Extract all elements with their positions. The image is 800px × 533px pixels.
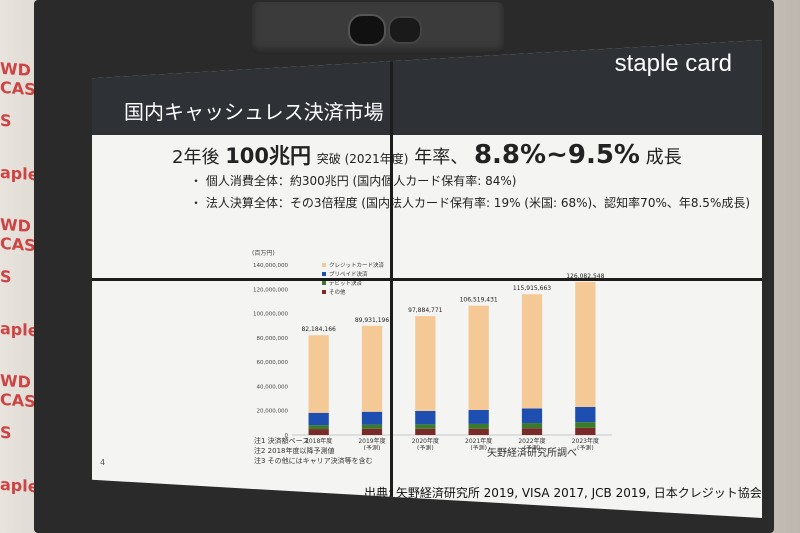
cashless-market-chart: (百万円) 0 20,000,000 40,000,000 60,000,000 80,0… — [252, 250, 612, 450]
bar-segment — [521, 423, 543, 429]
x-tick-label: 2020年度 — [412, 437, 439, 445]
bar-segment — [468, 428, 489, 435]
bar-segment — [468, 423, 489, 429]
bar-total-label: 82,184,166 — [301, 326, 336, 333]
x-tick-label: 2021年度 — [465, 437, 492, 445]
note-item: 注1 決済額ベース — [254, 437, 310, 445]
note-item: 注2 2018年度以降予測値 — [254, 447, 335, 455]
bullet-item: ・ 個人消費全体：約300兆円 (国内個人カード保有率: 84%) — [190, 174, 517, 188]
source-citation: 出典: 矢野経済研究所 2019, VISA 2017, JCB 2019, 日… — [364, 486, 762, 500]
x-tick-label: (予測) — [417, 444, 434, 450]
bar-total-label: 97,884,771 — [408, 307, 443, 314]
bar-segment — [575, 281, 596, 407]
legend-label: デビット決済 — [329, 279, 363, 287]
bar-segment — [575, 422, 596, 428]
banner-text: S — [0, 266, 12, 287]
bar-segment — [415, 316, 436, 411]
x-tick-label: (予測) — [577, 444, 594, 450]
note-item: 注3 その他にはキャリア決済等を含む — [254, 457, 373, 465]
headline-suffix3: 成長 — [645, 147, 682, 168]
bar-total-label: 126,082,548 — [566, 273, 604, 280]
y-tick-label: 80,000,000 — [257, 336, 289, 342]
x-tick-label: 2019年度 — [358, 437, 385, 445]
y-tick-label: 140,000,000 — [253, 263, 288, 269]
slide-header: staple card 国内キャッシュレス決済市場 — [92, 40, 762, 135]
bar-segment — [308, 429, 329, 435]
bar-total-label: 89,931,196 — [355, 317, 390, 324]
banner-text: WD CAS — [0, 214, 36, 256]
banner-text: S — [0, 422, 12, 443]
x-tick-label: 2022年度 — [518, 437, 545, 445]
bar-total-label: 106,519,431 — [460, 297, 498, 304]
headline-suffix1: 突破 (2021年度) — [316, 152, 409, 166]
x-tick-label: 2018年度 — [305, 437, 332, 445]
legend-swatch — [322, 290, 326, 294]
legend-swatch — [322, 272, 326, 276]
headline-amount: 100兆円 — [225, 144, 312, 168]
page-number: 4 — [100, 458, 106, 467]
bar-segment — [308, 335, 329, 413]
conference-camera — [252, 2, 504, 54]
camera-sensor-icon — [388, 16, 422, 44]
camera-lens-icon — [348, 14, 386, 46]
display-frame: staple card 国内キャッシュレス決済市場 2年後 100兆円 突破 (… — [34, 0, 774, 533]
bullet-item: ・ 法人決算全体：その3倍程度 (国内法人カード保有率: 19% (米国: 68… — [190, 196, 751, 210]
y-tick-label: 40,000,000 — [257, 384, 289, 390]
bullet-list: ・ 個人消費全体：約300兆円 (国内個人カード保有率: 84%) ・ 法人決算… — [190, 170, 750, 214]
y-tick-label: 20,000,000 — [257, 409, 289, 415]
y-tick-label: 60,000,000 — [257, 360, 289, 366]
bar-segment — [415, 410, 436, 425]
bar-segment — [308, 412, 329, 426]
y-tick-label: 100,000,000 — [253, 312, 288, 318]
bar-segment — [415, 428, 436, 435]
bar-segment — [361, 428, 383, 435]
bar-segment — [575, 406, 596, 423]
chart-notes: 注1 決済額ベース 注2 2018年度以降予測値 注3 その他にはキャリア決済等… — [254, 436, 373, 466]
screen-seam-horizontal — [92, 278, 762, 281]
banner-text: WD CAS — [0, 58, 36, 100]
video-wall-screen: staple card 国内キャッシュレス決済市場 2年後 100兆円 突破 (… — [92, 40, 762, 518]
bar-segment — [521, 294, 543, 409]
headline: 2年後 100兆円 突破 (2021年度) 年率、 8.8%~9.5% 成長 — [172, 140, 682, 170]
banner-text: aple — [0, 162, 39, 185]
survey-credit: 矢野経済研究所調べ — [487, 448, 577, 459]
legend-swatch — [322, 263, 326, 267]
y-tick-label: 120,000,000 — [253, 287, 288, 293]
bar-segment — [361, 424, 383, 429]
x-tick-label: 2023年度 — [572, 437, 599, 445]
bar-segment — [468, 305, 489, 410]
bar-total-label: 115,915,663 — [513, 285, 551, 292]
legend-label: クレジットカード決済 — [329, 261, 385, 269]
brand-logo: staple card — [614, 50, 732, 77]
headline-rate: 8.8%~9.5% — [473, 140, 640, 170]
bar-segment — [308, 425, 329, 430]
bar-segment — [361, 411, 383, 425]
bar-segment — [521, 408, 543, 424]
banner-text: S — [0, 110, 12, 131]
slide-title: 国内キャッシュレス決済市場 — [124, 100, 384, 124]
x-tick-label: (予測) — [364, 444, 381, 450]
y-tick-label: 0 — [285, 433, 289, 439]
headline-suffix2: 年率、 — [414, 147, 469, 168]
legend-label: その他 — [329, 288, 346, 296]
legend-swatch — [322, 281, 326, 285]
banner-text: aple — [0, 318, 39, 341]
legend-label: ブリペイド決済 — [329, 270, 368, 278]
headline-prefix: 2年後 — [172, 147, 220, 168]
banner-text: WD CAS — [0, 370, 36, 412]
banner-text: aple — [0, 474, 39, 497]
x-tick-label: (予測) — [470, 444, 487, 450]
bar-segment — [468, 409, 489, 424]
bar-segment — [521, 428, 543, 435]
y-axis-unit: (百万円) — [252, 250, 275, 257]
bar-segment — [575, 427, 596, 435]
bar-segment — [361, 325, 383, 412]
bar-segment — [415, 424, 436, 429]
x-tick-label: (予測) — [524, 444, 541, 450]
